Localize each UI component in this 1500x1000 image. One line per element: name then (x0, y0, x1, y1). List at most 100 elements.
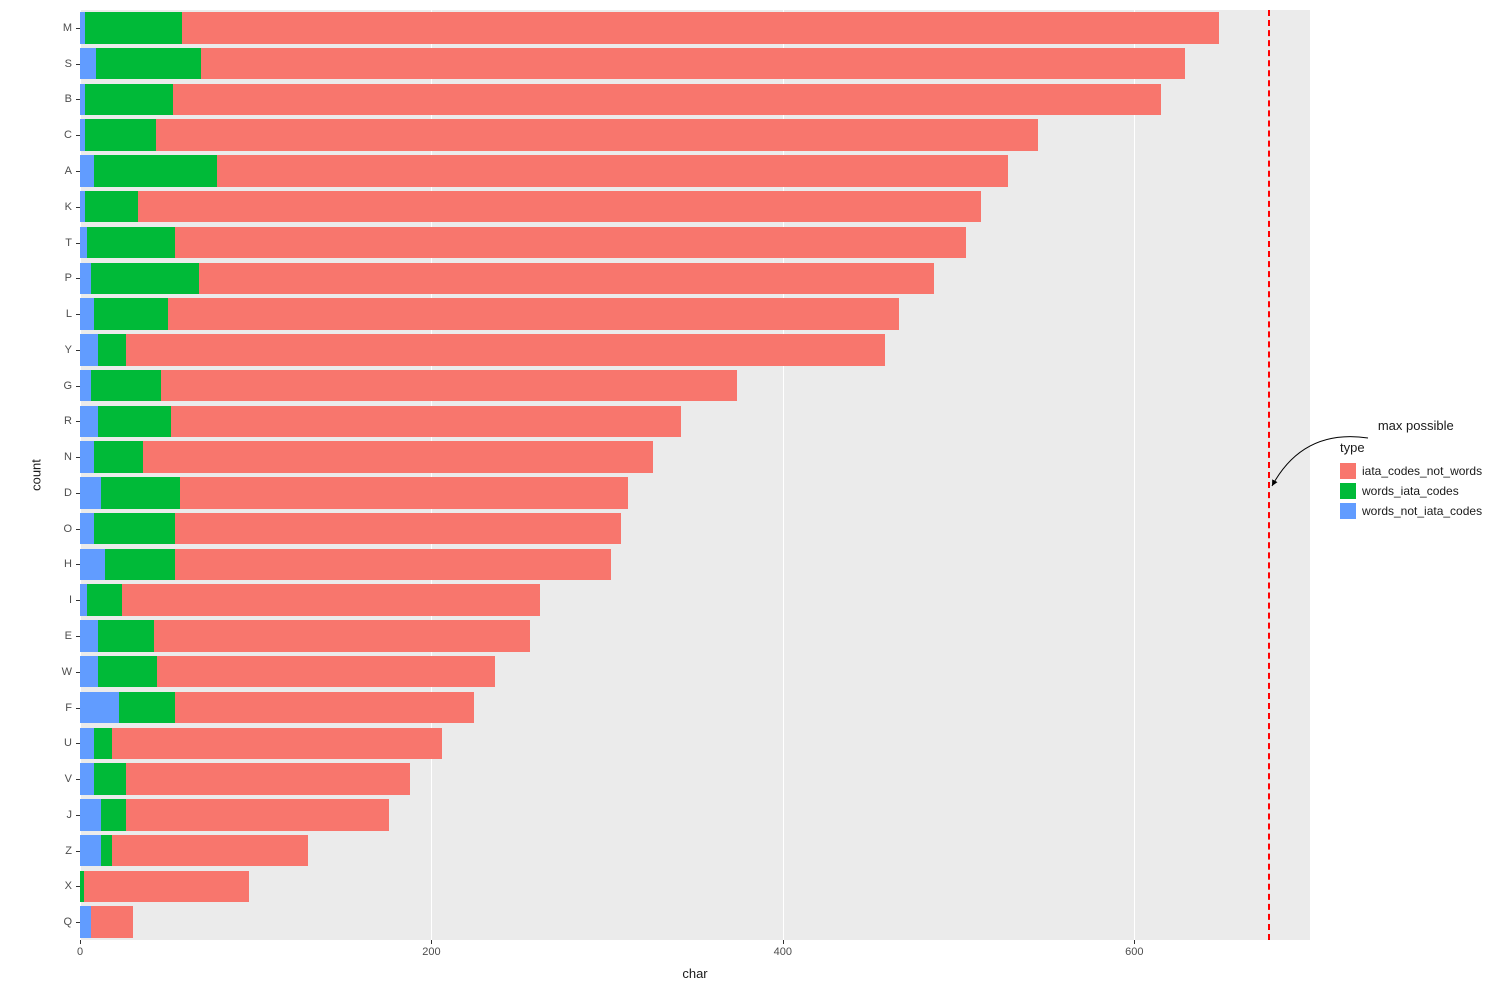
bar-segment-words_not_iata_codes (80, 298, 94, 329)
y-tick-label: N (64, 451, 80, 463)
bar-segment-words_iata_codes (94, 441, 143, 472)
bar-segment-words_iata_codes (85, 12, 182, 43)
bar-segment-words_iata_codes (87, 584, 122, 615)
bar-segment-words_iata_codes (91, 370, 161, 401)
bar-segment-words_iata_codes (94, 155, 217, 186)
y-tick-label: R (64, 415, 80, 427)
y-tick-label: O (63, 523, 80, 535)
legend-item: words_not_iata_codes (1340, 503, 1482, 519)
bar-segment-words_iata_codes (98, 334, 126, 365)
y-axis-title: count (29, 459, 44, 491)
bar-segment-words_not_iata_codes (80, 263, 91, 294)
bar-segment-words_not_iata_codes (80, 584, 87, 615)
bar-segment-iata_codes_not_words (126, 799, 390, 830)
x-tick-label: 200 (422, 940, 440, 958)
bar-segment-iata_codes_not_words (138, 191, 981, 222)
x-tick-label: 0 (77, 940, 83, 958)
y-tick-label: I (69, 594, 80, 606)
legend: type iata_codes_not_words words_iata_code… (1340, 440, 1482, 523)
bar-segment-words_not_iata_codes (80, 835, 101, 866)
bar-segment-words_iata_codes (91, 263, 200, 294)
bar-segment-iata_codes_not_words (175, 227, 966, 258)
y-tick-label: M (63, 22, 80, 34)
bar-segment-words_iata_codes (94, 763, 126, 794)
bar-segment-iata_codes_not_words (171, 406, 681, 437)
bar-segment-iata_codes_not_words (199, 263, 933, 294)
y-tick-label: D (64, 487, 80, 499)
bar-segment-words_iata_codes (85, 84, 173, 115)
bar-segment-words_iata_codes (101, 835, 112, 866)
bar-segment-words_not_iata_codes (80, 48, 96, 79)
y-tick-label: B (65, 93, 80, 105)
bar-segment-iata_codes_not_words (91, 906, 133, 937)
bar-segment-iata_codes_not_words (182, 12, 1219, 43)
bar-segment-words_iata_codes (85, 191, 138, 222)
legend-item: iata_codes_not_words (1340, 463, 1482, 479)
bar-segment-words_iata_codes (94, 298, 168, 329)
gridline (1134, 10, 1135, 940)
y-tick-label: T (65, 237, 80, 249)
y-tick-label: J (67, 809, 81, 821)
y-tick-label: C (64, 129, 80, 141)
bar-segment-iata_codes_not_words (157, 656, 494, 687)
bar-segment-words_not_iata_codes (80, 477, 101, 508)
y-tick-label: W (62, 666, 80, 678)
y-tick-label: Z (65, 845, 80, 857)
bar-segment-iata_codes_not_words (112, 728, 442, 759)
y-tick-label: Y (65, 344, 80, 356)
bar-segment-words_not_iata_codes (80, 370, 91, 401)
bar-segment-words_iata_codes (101, 477, 180, 508)
legend-label: words_iata_codes (1362, 484, 1459, 498)
bar-segment-iata_codes_not_words (175, 692, 474, 723)
y-tick-label: G (63, 380, 80, 392)
bar-segment-words_not_iata_codes (80, 620, 98, 651)
bar-segment-iata_codes_not_words (175, 513, 621, 544)
legend-label: words_not_iata_codes (1362, 504, 1482, 518)
bar-segment-iata_codes_not_words (161, 370, 737, 401)
bar-segment-words_not_iata_codes (80, 227, 87, 258)
y-tick-label: P (65, 272, 80, 284)
bar-segment-iata_codes_not_words (112, 835, 309, 866)
legend-label: iata_codes_not_words (1362, 464, 1482, 478)
bar-segment-words_iata_codes (98, 406, 172, 437)
bar-segment-words_iata_codes (98, 620, 154, 651)
bar-segment-words_iata_codes (87, 227, 175, 258)
legend-item: words_iata_codes (1340, 483, 1482, 499)
y-tick-label: A (65, 165, 80, 177)
bar-segment-words_not_iata_codes (80, 155, 94, 186)
y-tick-label: S (65, 58, 80, 70)
legend-swatch (1340, 463, 1356, 479)
bar-segment-words_iata_codes (94, 728, 112, 759)
bar-segment-words_iata_codes (98, 656, 158, 687)
bar-segment-words_iata_codes (96, 48, 201, 79)
bar-segment-words_not_iata_codes (80, 656, 98, 687)
bar-segment-words_iata_codes (94, 513, 175, 544)
bar-segment-iata_codes_not_words (126, 334, 885, 365)
bar-segment-words_iata_codes (119, 692, 175, 723)
bar-segment-iata_codes_not_words (217, 155, 1008, 186)
bar-segment-words_not_iata_codes (80, 513, 94, 544)
bar-segment-iata_codes_not_words (84, 871, 249, 902)
y-tick-label: U (64, 737, 80, 749)
plot-area: max possible char count 0200400600MSBCAK… (80, 10, 1310, 940)
legend-swatch (1340, 483, 1356, 499)
bar-segment-iata_codes_not_words (201, 48, 1185, 79)
bar-segment-words_iata_codes (85, 119, 155, 150)
bar-segment-iata_codes_not_words (168, 298, 899, 329)
y-tick-label: V (65, 773, 80, 785)
x-tick-label: 600 (1125, 940, 1143, 958)
bar-segment-words_not_iata_codes (80, 906, 91, 937)
bar-segment-words_not_iata_codes (80, 728, 94, 759)
bar-segment-iata_codes_not_words (156, 119, 1038, 150)
bar-segment-iata_codes_not_words (173, 84, 1161, 115)
bar-segment-iata_codes_not_words (154, 620, 530, 651)
bar-segment-words_not_iata_codes (80, 441, 94, 472)
y-tick-label: E (65, 630, 80, 642)
bar-segment-words_not_iata_codes (80, 763, 94, 794)
y-tick-label: H (64, 558, 80, 570)
chart-container: max possible char count 0200400600MSBCAK… (0, 0, 1500, 1000)
bar-segment-words_iata_codes (105, 549, 175, 580)
y-tick-label: L (66, 308, 80, 320)
y-tick-label: F (65, 702, 80, 714)
legend-title: type (1340, 440, 1482, 455)
